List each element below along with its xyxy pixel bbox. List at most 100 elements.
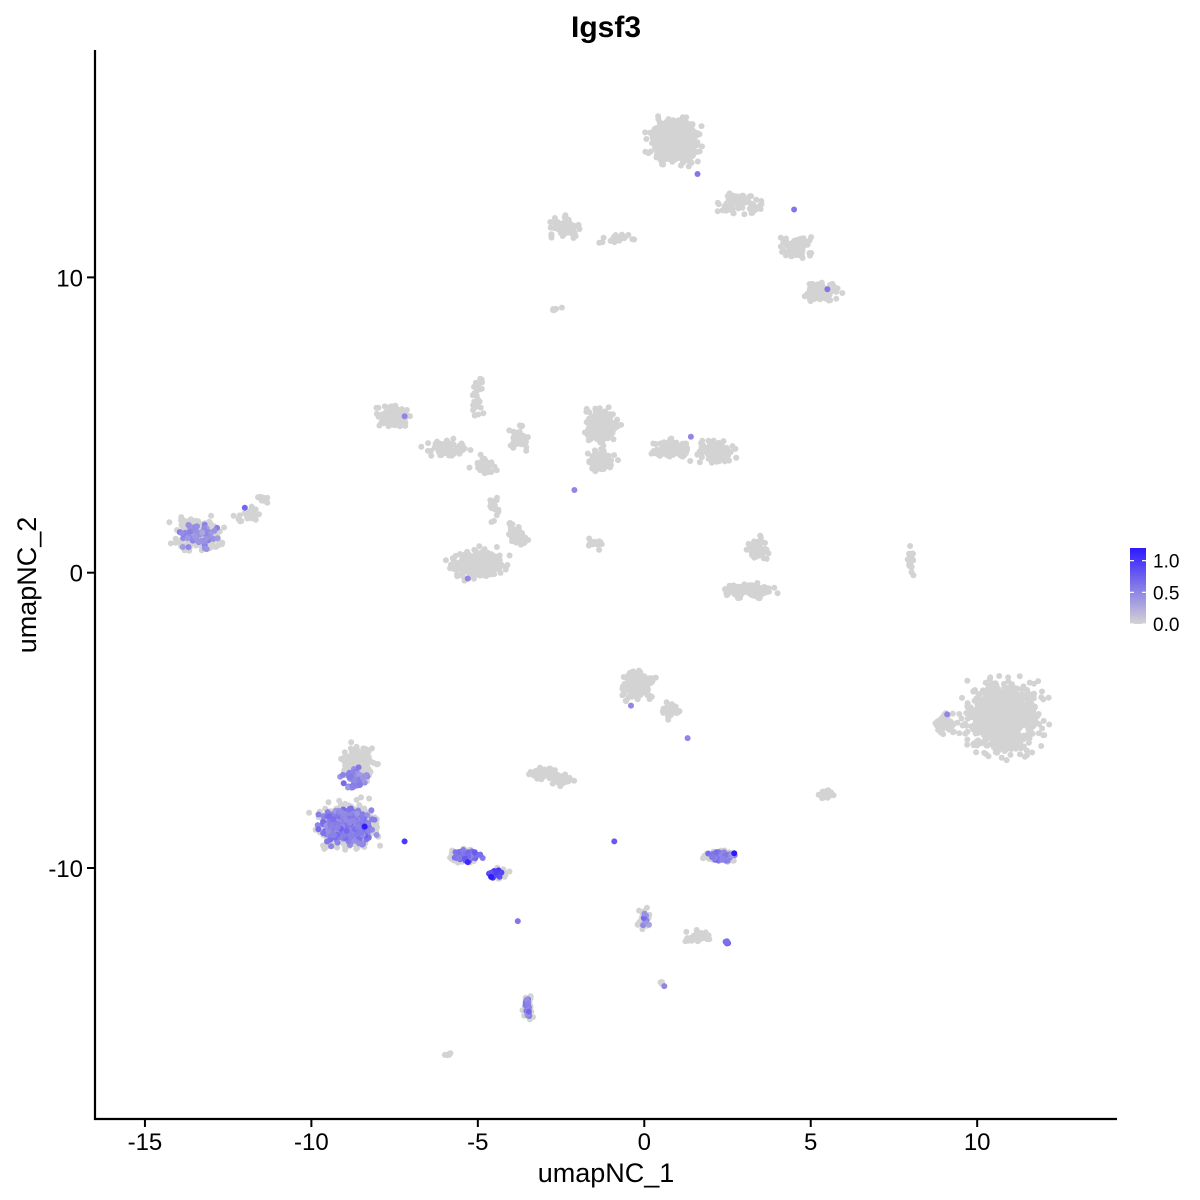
cell-point — [981, 725, 988, 732]
cell-point — [558, 304, 565, 311]
cell-point — [910, 550, 916, 557]
cell-point — [910, 572, 917, 579]
cell-point — [218, 541, 225, 548]
cell-point — [522, 437, 529, 444]
cell-point — [1011, 735, 1018, 742]
cell-point — [181, 517, 188, 524]
cell-point — [482, 566, 489, 573]
cell-point — [1039, 688, 1045, 695]
cell-point — [551, 771, 557, 777]
cell-point — [454, 571, 461, 578]
cell-point — [971, 687, 978, 694]
cell-point — [1008, 720, 1015, 726]
cell-point — [834, 285, 841, 292]
cell-point — [689, 135, 696, 142]
cell-point — [395, 409, 402, 416]
cell-point — [425, 440, 432, 447]
cell-point — [724, 193, 731, 199]
cell-point — [445, 1051, 452, 1058]
cell-point — [1000, 680, 1007, 687]
cell-point — [1038, 743, 1045, 749]
cell-point — [996, 673, 1003, 679]
cell-point — [826, 792, 833, 799]
cell-point — [253, 512, 259, 519]
cell-point — [956, 730, 963, 737]
cell-point — [493, 544, 500, 550]
cell-point — [595, 458, 602, 465]
cell-point — [470, 567, 477, 574]
cell-point — [586, 409, 593, 416]
cell-point — [1003, 741, 1010, 747]
cell-point — [660, 161, 667, 168]
cell-point — [756, 545, 763, 552]
cell-point — [986, 676, 993, 683]
cell-point — [548, 234, 555, 241]
cell-point — [264, 494, 271, 501]
cell-point — [724, 446, 731, 453]
cell-point — [726, 457, 732, 464]
cell-point — [473, 399, 480, 406]
cell-point — [348, 739, 355, 746]
cell-point — [655, 113, 662, 120]
cell-point — [602, 453, 609, 460]
cell-point — [940, 731, 947, 738]
cell-point — [1003, 757, 1010, 764]
cell-point — [799, 247, 806, 254]
cell-point — [634, 921, 641, 928]
cell-point — [723, 207, 729, 214]
cell-point — [673, 439, 680, 446]
cell-point — [462, 553, 469, 560]
cell-point — [1027, 727, 1034, 733]
cell-point — [509, 521, 516, 528]
cell-point — [718, 442, 725, 449]
cell-point — [714, 208, 721, 215]
cell-point — [506, 427, 513, 434]
cell-point — [643, 904, 650, 911]
cell-point — [394, 420, 401, 427]
cell-point — [755, 587, 762, 594]
cell-point — [600, 410, 607, 417]
cell-point — [964, 741, 971, 748]
cell-point — [208, 512, 215, 519]
cell-point — [495, 506, 502, 513]
cell-point — [990, 709, 997, 716]
cell-point — [658, 154, 665, 161]
cell-point — [649, 677, 656, 684]
cell-point — [1020, 714, 1027, 721]
cell-point — [819, 788, 826, 795]
cell-point — [598, 541, 605, 548]
scatter-points — [166, 113, 1053, 1059]
cell-point — [1021, 734, 1028, 741]
cell-point — [662, 145, 669, 152]
cell-point — [487, 556, 494, 563]
cell-point — [696, 148, 703, 155]
cell-point — [771, 584, 778, 591]
cell-point — [758, 201, 765, 208]
cell-point — [964, 728, 971, 735]
cell-point — [609, 411, 616, 418]
cell-point — [378, 419, 385, 426]
cell-point — [606, 420, 613, 427]
cell-point — [179, 523, 186, 530]
cell-point — [496, 552, 503, 559]
cell-point — [644, 687, 651, 694]
cell-point — [648, 693, 655, 700]
cell-point — [358, 794, 364, 801]
cell-point — [720, 451, 727, 458]
cell-point — [349, 749, 356, 756]
cell-point — [683, 119, 690, 126]
cell-point — [1038, 694, 1045, 701]
cell-point — [731, 591, 738, 598]
cell-point — [558, 226, 565, 233]
cell-point — [720, 438, 727, 445]
cell-point — [230, 512, 237, 519]
cell-point — [497, 569, 504, 576]
cell-point — [980, 731, 987, 738]
cell-point — [559, 220, 566, 227]
cell-point — [510, 532, 517, 539]
cell-point — [596, 546, 603, 553]
cell-point — [477, 467, 484, 474]
cell-point — [692, 131, 699, 138]
cell-point — [990, 744, 997, 751]
cell-point — [979, 709, 986, 716]
